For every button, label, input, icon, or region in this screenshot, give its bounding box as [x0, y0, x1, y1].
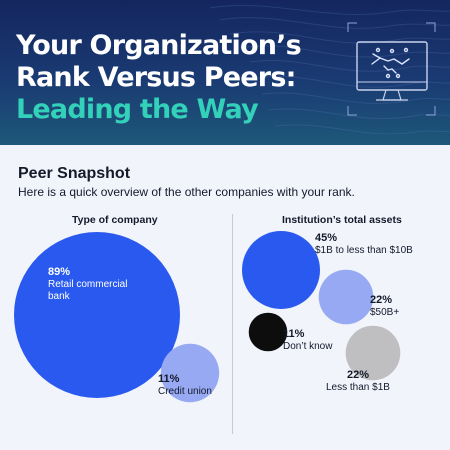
header-banner: Your Organization’s Rank Versus Peers: L…: [0, 0, 450, 145]
bubble-50b-plus: [318, 269, 374, 325]
bubble-less-than-1b: [345, 325, 401, 381]
pct-dont-know: 11%: [283, 328, 305, 340]
chart-title-total-assets: Institution’s total assets: [282, 214, 402, 226]
label-retail-commercial-bank: 89% Retail commercial bank: [48, 266, 138, 303]
desc-50b-plus: $50B+: [370, 307, 400, 318]
label-less-than-1b: 22% Less than $1B: [326, 369, 390, 394]
title-line-3: Leading the Way: [16, 94, 259, 125]
label-dont-know: 11% Don’t know: [283, 328, 332, 353]
bubble-dont-know: [248, 312, 288, 352]
label-50b-plus: 22% $50B+: [370, 294, 399, 319]
desc-retail-commercial-bank: Retail commercial bank: [48, 279, 128, 302]
section-subtitle: Here is a quick overview of the other co…: [18, 185, 355, 199]
pct-1b-to-10b: 45%: [315, 232, 338, 244]
pct-50b-plus: 22%: [370, 294, 393, 306]
bubble-retail-commercial-bank: [14, 232, 180, 398]
chart-title-company-type: Type of company: [72, 214, 158, 226]
bubble-1b-to-10b: [242, 231, 320, 309]
desc-1b-to-10b: $1B to less than $10B: [315, 245, 413, 256]
section-title: Peer Snapshot: [18, 165, 131, 182]
monitor-handshake-icon: [347, 22, 436, 116]
label-1b-to-10b: 45% $1B to less than $10B: [315, 232, 413, 257]
pct-credit-union: 11%: [158, 373, 180, 385]
label-credit-union: 11% Credit union: [158, 373, 212, 398]
desc-credit-union: Credit union: [158, 386, 212, 397]
desc-less-than-1b: Less than $1B: [326, 382, 390, 393]
title-line-2: Rank Versus Peers:: [16, 62, 296, 93]
bubble-credit-union: [160, 343, 220, 403]
pct-retail-commercial-bank: 89%: [48, 266, 71, 278]
column-divider: [232, 214, 233, 434]
page-title: Your Organization’s Rank Versus Peers: L…: [16, 30, 302, 126]
pct-less-than-1b: 22%: [346, 369, 369, 381]
desc-dont-know: Don’t know: [283, 341, 333, 352]
title-line-1: Your Organization’s: [16, 30, 302, 61]
